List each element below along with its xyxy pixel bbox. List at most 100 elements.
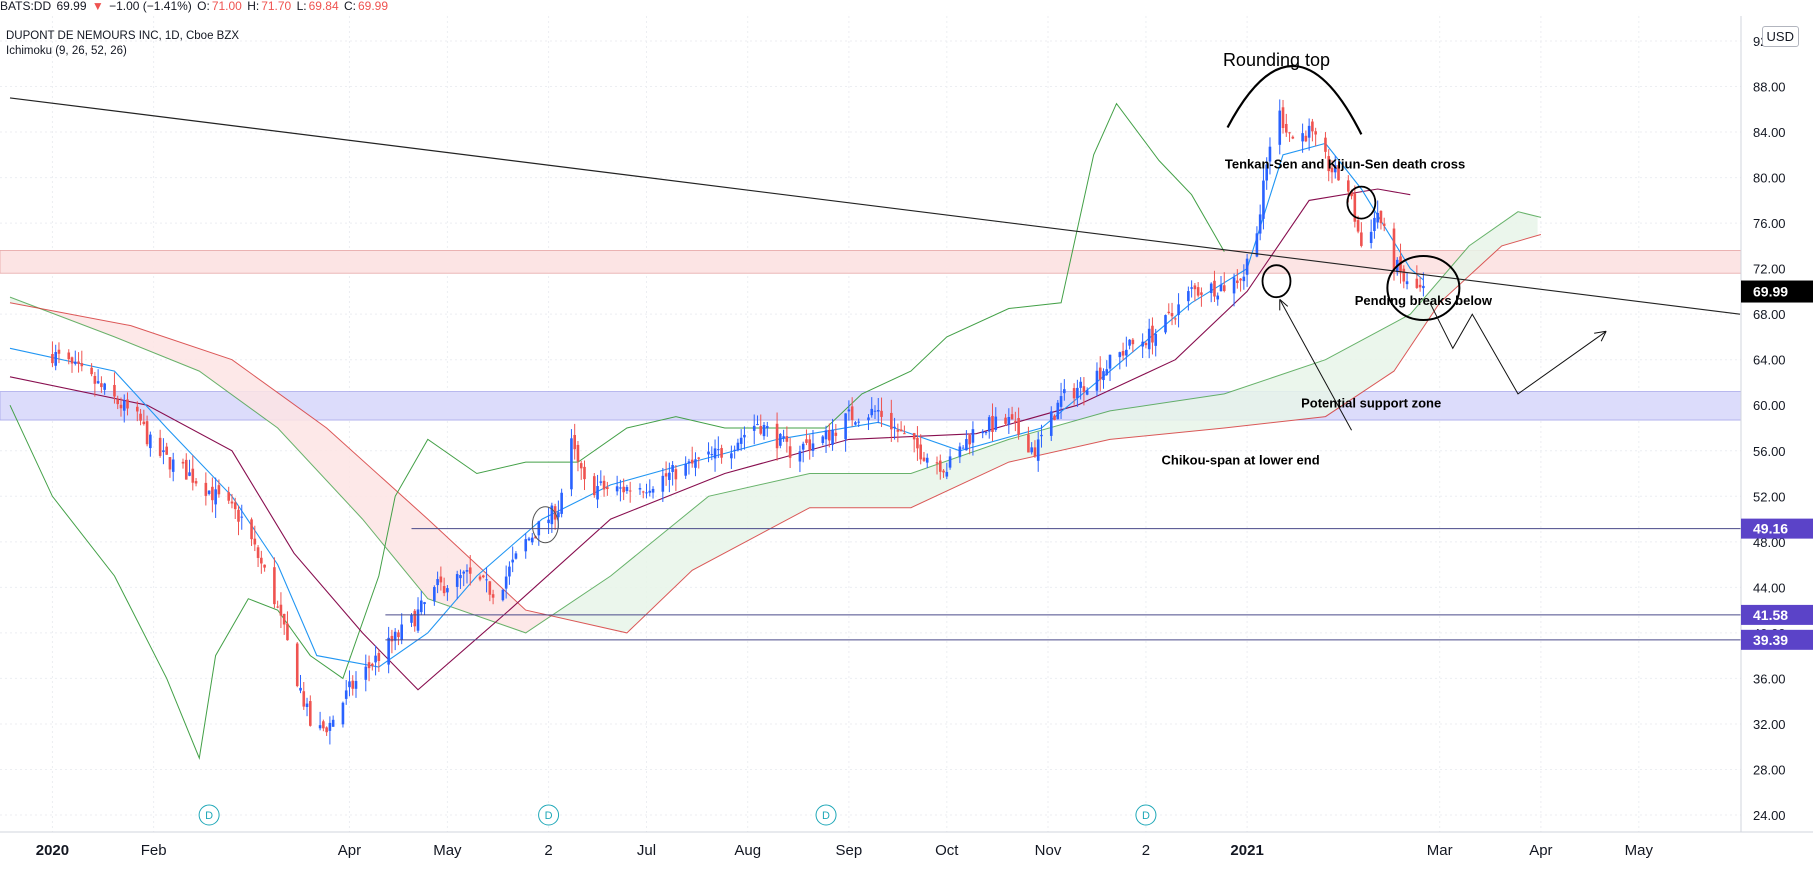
highlight-circle[interactable] [1346, 185, 1377, 220]
candle-body [1164, 315, 1167, 333]
price-axis[interactable] [1741, 16, 1813, 832]
dividend-marker-icon[interactable] [815, 804, 837, 826]
level-badge [1741, 518, 1813, 539]
symbol-label[interactable]: BATS:DD [0, 0, 52, 13]
candle-body [1402, 268, 1406, 282]
annotation-text[interactable]: Potential support zone [1301, 396, 1441, 411]
candle-body [615, 486, 619, 492]
candle-body [1327, 156, 1331, 172]
kumo-cloud-bearish [42, 308, 552, 633]
dividend-marker-icon[interactable] [538, 804, 560, 826]
candle-body [204, 482, 208, 496]
candle-body [1200, 292, 1203, 295]
candle-body [416, 609, 420, 631]
candle-body [619, 487, 622, 489]
candle-body [80, 363, 84, 367]
candle-body [1382, 223, 1386, 226]
candle-body [1216, 295, 1220, 300]
candle-body [73, 361, 77, 364]
candle-body [367, 662, 371, 669]
dividend-marker-icon[interactable] [198, 804, 220, 826]
annotation-text[interactable]: Rounding top [1223, 50, 1330, 70]
last-price-badge-label: 69.99 [1753, 284, 1788, 300]
candle-body [782, 436, 785, 439]
breakdown-circle[interactable] [1386, 254, 1461, 321]
rounding-top-arc[interactable] [1226, 64, 1363, 135]
descending-trendline[interactable] [9, 97, 1741, 315]
currency-button[interactable]: USD [1761, 26, 1799, 47]
x-tick-label: May [433, 842, 462, 859]
candle-body [419, 600, 423, 613]
candle-body [1209, 283, 1213, 294]
candle-body [710, 454, 714, 456]
level-badge [1741, 629, 1813, 650]
highlight-circle[interactable] [1261, 264, 1292, 299]
y-tick-label: 28.00 [1753, 762, 1786, 777]
candle-body [1053, 415, 1056, 420]
candle-body [233, 502, 237, 510]
candle-body [1311, 121, 1314, 132]
highlight-circle[interactable] [531, 506, 559, 544]
candle-body [1027, 434, 1030, 453]
candle-body [592, 476, 596, 496]
candle-body [893, 426, 896, 428]
x-tick-label: Apr [1529, 842, 1552, 859]
time-axis[interactable] [0, 832, 1813, 869]
dividend-marker-icon[interactable] [1135, 804, 1157, 826]
y-tick-label: 44.00 [1753, 580, 1786, 595]
candle-body [1033, 447, 1037, 457]
candle-body [377, 653, 381, 661]
candle-body [142, 421, 146, 425]
candle-body [1010, 414, 1014, 420]
y-tick-label: 36.00 [1753, 671, 1786, 686]
last-price: 69.99 [56, 0, 87, 13]
candle-body [733, 449, 736, 451]
candle-body [325, 727, 328, 733]
x-tick-label: Sep [836, 842, 863, 859]
quote-header: BATS:DD 69.99 ▼ −1.00 (−1.41%) O: 71.00 H… [0, 0, 1813, 16]
candle-body [1268, 146, 1272, 162]
annotation-text[interactable]: Chikou-span at lower end [1161, 452, 1319, 467]
dividend-label: D [822, 810, 830, 822]
candle-body [390, 635, 394, 642]
candle-body [364, 666, 368, 680]
projection-arrowhead-icon [1594, 330, 1607, 342]
candle-body [831, 430, 834, 445]
legend-indicator[interactable]: Ichimoku (9, 26, 52, 26) [6, 45, 127, 57]
candle-body [690, 459, 694, 464]
candle-body [697, 457, 701, 459]
annotation-text[interactable]: Tenkan-Sen and Kijun-Sen death cross [1225, 156, 1465, 171]
candle-body [96, 381, 100, 384]
candle-body [788, 446, 792, 458]
candle-body [694, 459, 697, 468]
candle-body [344, 690, 348, 699]
candle-body [1291, 136, 1295, 139]
candle-body [260, 557, 263, 564]
annotation-text[interactable]: Pending breaks below [1355, 293, 1493, 308]
candle-body [514, 553, 518, 559]
candle-body [305, 703, 309, 707]
candle-body [527, 538, 531, 541]
candle-body [730, 453, 733, 459]
x-tick-label: 2020 [36, 842, 69, 859]
candle-body [606, 487, 609, 490]
candle-body [217, 485, 221, 495]
candle-body [599, 481, 603, 483]
candle-body [971, 429, 975, 443]
candle-body [1353, 193, 1357, 222]
candle-body [707, 451, 710, 455]
projection-zigzag[interactable] [1429, 302, 1607, 395]
candle-body [602, 480, 606, 490]
candle-body [550, 505, 554, 525]
candle-body [116, 399, 120, 405]
candle-body [442, 586, 446, 594]
candle-body [1170, 313, 1174, 317]
candle-body [1422, 285, 1425, 289]
chikou-arrow[interactable] [1279, 299, 1353, 431]
candle-body [1265, 164, 1268, 181]
candle-body [77, 361, 80, 364]
candle-body [752, 425, 756, 431]
dividend-label: D [545, 810, 553, 822]
candle-body [1333, 165, 1337, 173]
